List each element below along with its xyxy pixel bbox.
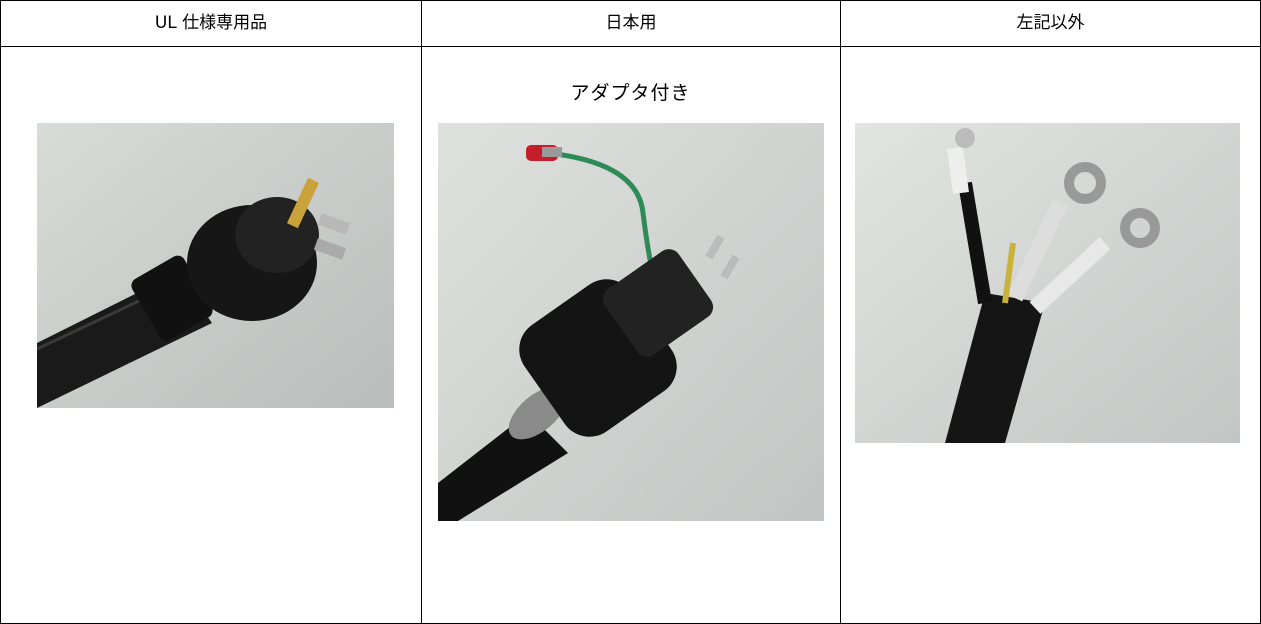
column-header: UL 仕様専用品 <box>154 13 268 33</box>
japan-plug-photo <box>438 123 824 521</box>
row-divider <box>0 46 1261 47</box>
column-divider <box>421 0 422 624</box>
cell-caption: アダプタ付き <box>570 82 691 104</box>
column-header: 日本用 <box>605 13 657 33</box>
column-divider <box>840 0 841 624</box>
terminal-photo <box>855 123 1240 443</box>
ul-plug-photo <box>37 123 394 408</box>
column-header: 左記以外 <box>1016 13 1085 33</box>
